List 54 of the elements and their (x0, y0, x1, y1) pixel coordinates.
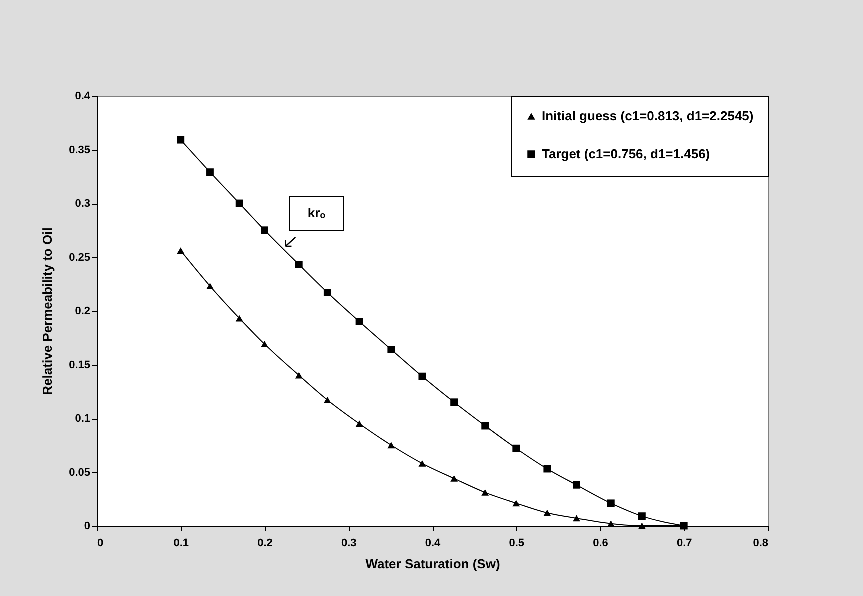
x-tick-label: 0.1 (174, 538, 190, 550)
point (607, 500, 615, 508)
x-axis-title: Water Saturation (Sw) (366, 556, 500, 572)
x-tick-label: 0.2 (258, 538, 273, 550)
point (482, 422, 490, 430)
point (261, 341, 268, 348)
point (356, 318, 364, 326)
y-tick-label: 0.4 (75, 90, 92, 102)
point (418, 460, 426, 467)
x-tick-label: 0.8 (753, 538, 768, 550)
x-tick-label: 0.6 (593, 538, 608, 550)
legend-label: Initial guess (c1=0.813, d1=2.2545) (542, 108, 754, 124)
point (388, 346, 396, 354)
point (512, 500, 520, 507)
point (388, 442, 396, 449)
y-tick-label: 0 (84, 520, 90, 532)
point (324, 289, 332, 296)
point (236, 200, 244, 208)
annotation: krₒ (308, 206, 326, 220)
point (544, 465, 552, 473)
point (236, 315, 244, 322)
point (450, 475, 458, 482)
legend-label: Target (c1=0.756, d1=1.456) (542, 146, 710, 162)
y-tick-label: 0.2 (75, 306, 90, 318)
point (512, 444, 520, 452)
x-tick-label: 0.3 (341, 538, 357, 550)
point (573, 481, 580, 489)
point (418, 372, 426, 380)
point (261, 226, 268, 234)
point (206, 283, 214, 290)
point (638, 512, 646, 520)
point (573, 515, 580, 522)
y-tick-label: 0.05 (69, 466, 90, 479)
point (482, 489, 490, 496)
x-tick-label: 0.7 (676, 538, 692, 550)
y-tick-label: 0.3 (75, 198, 90, 210)
point (544, 510, 552, 516)
point (638, 522, 646, 530)
y-tick-label: 0.1 (75, 413, 90, 425)
y-tick-label: 0.15 (69, 359, 90, 372)
x-tick-label: 0 (98, 538, 104, 550)
point (356, 420, 364, 428)
x-tick-label: 0.5 (509, 538, 525, 550)
y-axis-title: Relative Permeability to Oil (40, 228, 56, 396)
point (206, 168, 214, 176)
x-tick-label: 0.4 (425, 538, 442, 550)
point (177, 136, 185, 144)
point (177, 248, 185, 254)
y-tick-label: 0.35 (69, 144, 90, 156)
point (324, 397, 332, 404)
point (295, 261, 303, 268)
point (295, 372, 303, 379)
y-tick-label: 0.25 (69, 252, 90, 264)
point (450, 398, 458, 406)
